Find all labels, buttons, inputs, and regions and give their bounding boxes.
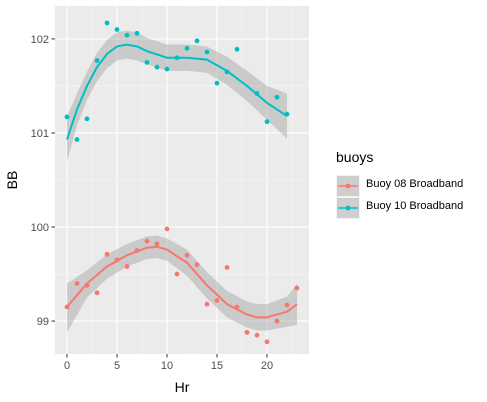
- data-point: [274, 318, 280, 324]
- fit-lines: [66, 43, 298, 319]
- data-point: [294, 285, 300, 291]
- data-point: [84, 116, 90, 122]
- y-axis: 99 100 101 102: [31, 34, 55, 328]
- confidence-band: [67, 30, 287, 162]
- data-point: [104, 20, 110, 26]
- legend-key-point: [345, 183, 351, 189]
- data-point: [74, 281, 80, 286]
- data-point: [164, 226, 170, 232]
- data-point: [64, 304, 70, 310]
- data-point: [254, 91, 260, 96]
- data-point: [134, 248, 140, 253]
- data-point: [214, 80, 220, 86]
- x-axis: 0 5 10 15 20: [64, 354, 273, 372]
- data-point: [74, 137, 80, 142]
- fit-line: [66, 43, 288, 140]
- data-point: [194, 38, 200, 44]
- legend-label-buoy-10: Buoy 10 Broadband: [366, 200, 463, 212]
- data-point: [244, 329, 250, 335]
- y-axis-title: BB: [4, 171, 20, 190]
- major-gridlines: [55, 6, 309, 354]
- confidence-band: [67, 235, 297, 333]
- data-point: [144, 60, 150, 65]
- data-point: [184, 252, 190, 258]
- data-point: [154, 241, 160, 247]
- data-point: [174, 271, 180, 277]
- y-tick-label: 101: [31, 128, 49, 140]
- data-point: [164, 66, 170, 72]
- confidence-bands: [67, 30, 297, 333]
- x-tick-label: 10: [161, 360, 173, 372]
- data-point: [184, 45, 190, 51]
- data-point: [214, 297, 220, 303]
- legend-title: buoys: [336, 149, 373, 165]
- legend-label-buoy-08: Buoy 08 Broadband: [366, 178, 463, 190]
- x-tick-label: 0: [64, 360, 70, 372]
- y-tick-label: 99: [37, 316, 49, 328]
- legend-keys: [336, 175, 360, 219]
- data-point: [204, 49, 210, 55]
- fit-line: [66, 245, 298, 319]
- data-point: [264, 119, 270, 125]
- data-point: [94, 58, 100, 63]
- data-point: [114, 257, 120, 263]
- y-tick-label: 100: [31, 222, 49, 234]
- x-tick-label: 5: [114, 360, 120, 372]
- data-point: [124, 32, 130, 38]
- x-tick-label: 20: [261, 360, 273, 372]
- data-point: [224, 265, 230, 270]
- data-point: [114, 27, 120, 32]
- data-point: [144, 238, 150, 244]
- legend-key-point: [345, 205, 351, 211]
- x-axis-title: Hr: [175, 379, 190, 395]
- data-point: [64, 114, 70, 120]
- data-point: [204, 301, 210, 307]
- legend: buoys Buoy 08 Broadband Buoy 10 Broadban…: [336, 149, 463, 219]
- data-point: [124, 264, 130, 269]
- data-points: [64, 20, 300, 345]
- y-tick-label: 102: [31, 34, 49, 46]
- data-point: [274, 94, 280, 100]
- data-point: [264, 339, 270, 345]
- data-point: [224, 69, 230, 75]
- data-point: [234, 46, 240, 52]
- data-point: [134, 30, 140, 36]
- data-point: [284, 302, 290, 308]
- data-point: [94, 290, 100, 296]
- data-point: [234, 304, 240, 310]
- data-point: [154, 64, 160, 70]
- data-point: [284, 111, 290, 117]
- x-tick-label: 15: [211, 360, 223, 372]
- data-point: [84, 282, 90, 288]
- data-point: [194, 262, 200, 268]
- data-point: [174, 55, 180, 61]
- data-point: [104, 251, 110, 257]
- data-point: [254, 332, 260, 338]
